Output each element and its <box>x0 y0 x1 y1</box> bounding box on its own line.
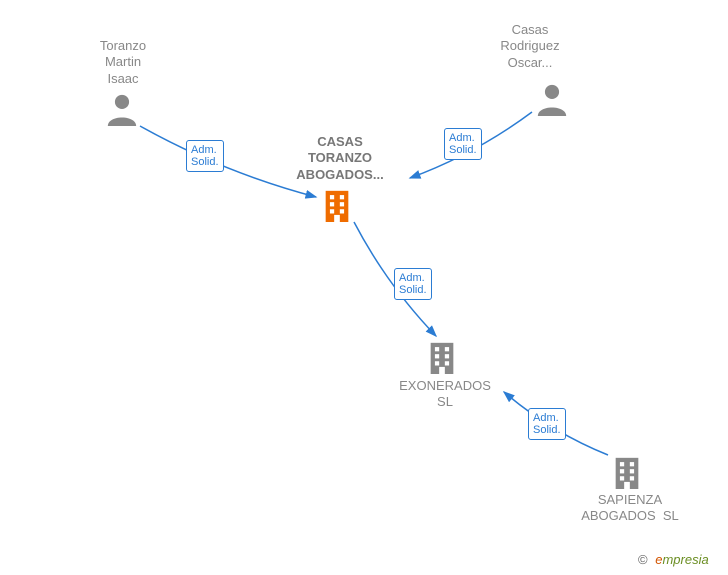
node-label-center: CASAS TORANZO ABOGADOS... <box>270 134 410 183</box>
edge-label-e3: Adm. Solid. <box>394 268 432 300</box>
edge-label-e1: Adm. Solid. <box>186 140 224 172</box>
node-label-person-right: Casas Rodriguez Oscar... <box>475 22 585 71</box>
building-icon-sapienza[interactable] <box>610 455 644 494</box>
building-icon-center[interactable] <box>320 188 354 227</box>
watermark: © empresia <box>638 552 709 567</box>
brand-rest: mpresia <box>662 552 708 567</box>
node-label-sapienza: SAPIENZA ABOGADOS SL <box>560 492 700 525</box>
building-icon-exonerados[interactable] <box>425 340 459 379</box>
person-icon-left[interactable] <box>105 92 139 131</box>
node-label-person-left: Toranzo Martin Isaac <box>78 38 168 87</box>
edge-label-e4: Adm. Solid. <box>528 408 566 440</box>
person-icon-right[interactable] <box>535 82 569 121</box>
copyright-symbol: © <box>638 552 648 567</box>
node-label-exonerados: EXONERADOS SL <box>380 378 510 411</box>
edge-label-e2: Adm. Solid. <box>444 128 482 160</box>
